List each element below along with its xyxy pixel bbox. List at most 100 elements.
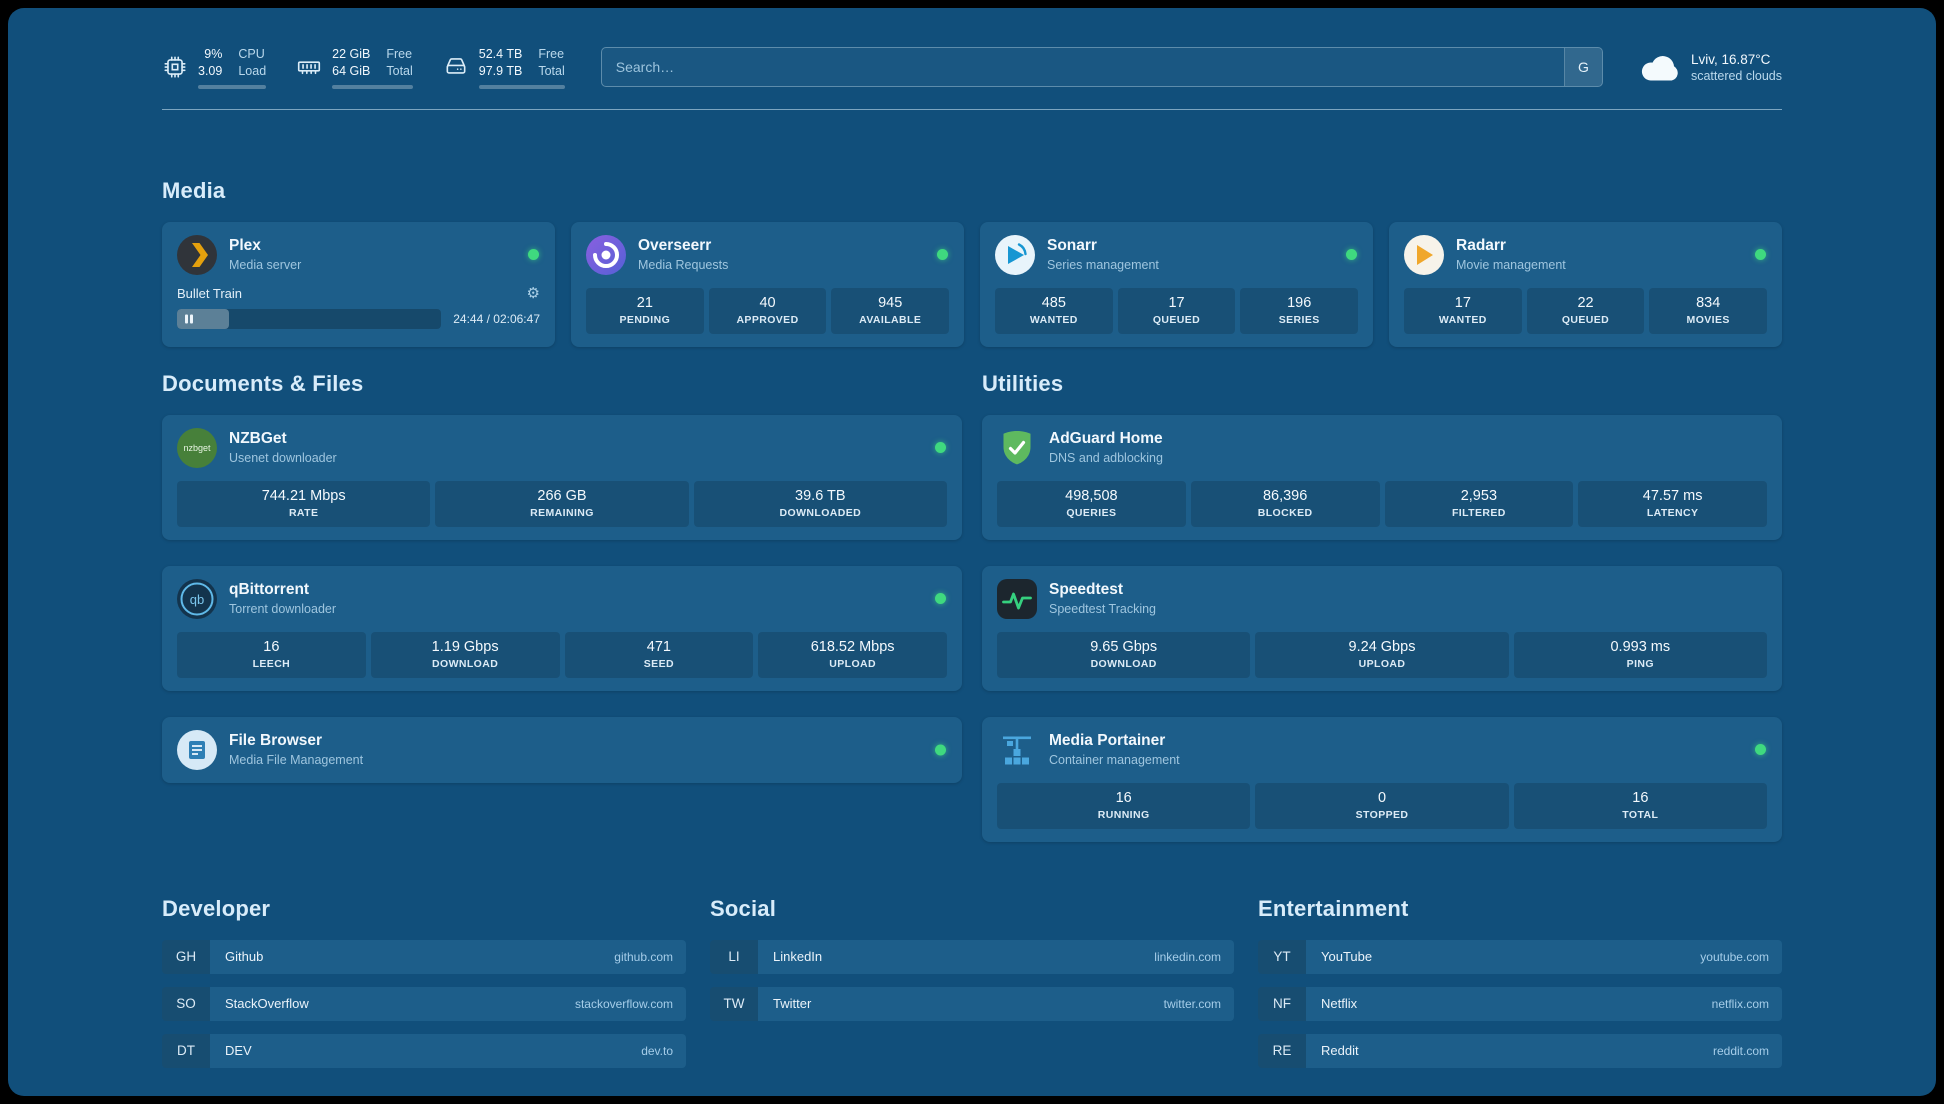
search-provider-button[interactable]: G [1563,48,1602,87]
bookmark-abbr: LI [710,939,758,974]
memory-progress-track [332,84,413,89]
stat-label: REMAINING [530,506,594,519]
card-title-block: Sonarr Series management [1047,237,1159,272]
playback-time: 24:44 / 02:06:47 [453,311,540,326]
bookmark-linkedin[interactable]: LI LinkedIn linkedin.com [710,939,1234,974]
service-subtitle: Media server [229,258,302,272]
search-input[interactable] [601,48,1564,87]
cloud-icon [1639,52,1679,82]
stat-label: AVAILABLE [859,313,922,326]
media-heading: Media [162,177,226,203]
stat-tile: 9.24 Gbps UPLOAD [1255,631,1509,678]
svg-text:qb: qb [190,592,204,607]
card-title-block: Radarr Movie management [1456,237,1566,272]
bookmark-domain: github.com [614,949,673,964]
stat-label: STOPPED [1355,808,1409,821]
service-subtitle: Media File Management [229,753,364,767]
status-dot [935,744,946,755]
stat-tile: 744.21 Mbps RATE [177,480,431,527]
card-header: AdGuard Home DNS and adblocking [997,428,1767,468]
stats-row: 16 RUNNING 0 STOPPED 16 TOTAL [997,782,1767,829]
media-grid: Plex Media server Bullet Train ⚙ 24:4 [162,221,1782,347]
service-card-portainer[interactable]: Media Portainer Container management 16 … [982,716,1782,842]
service-card-nzbget[interactable]: nzbget NZBGet Usenet downloader 744.21 M… [162,414,962,540]
stat-tile: 485 WANTED [995,287,1113,334]
nzbget-icon: nzbget [177,427,217,468]
bookmark-rows: YT YouTube youtube.com NF Netflix netfli… [1258,939,1782,1068]
stat-label: UPLOAD [1358,657,1406,670]
stat-value: 744.21 Mbps [261,487,346,504]
service-card-overseerr[interactable]: Overseerr Media Requests 21 PENDING 40 A… [571,221,964,347]
card-title-block: File Browser Media File Management [229,732,363,767]
svg-text:nzbget: nzbget [183,443,211,453]
stat-tile: 498,508 QUERIES [997,480,1186,527]
plex-icon [177,234,217,275]
stat-value: 39.6 TB [795,487,846,504]
card-header: Sonarr Series management [995,234,1358,275]
bookmark-domain: stackoverflow.com [574,996,673,1011]
bookmark-stackoverflow[interactable]: SO StackOverflow stackoverflow.com [162,986,686,1021]
bookmark-domain: dev.to [641,1043,673,1058]
bookmark-domain: netflix.com [1711,996,1769,1011]
bookmark-name: Github [225,949,264,964]
qbittorrent-icon: qb [177,578,217,619]
service-card-plex[interactable]: Plex Media server Bullet Train ⚙ 24:4 [162,221,555,347]
bookmark-youtube[interactable]: YT YouTube youtube.com [1258,939,1782,974]
stat-tile: 86,396 BLOCKED [1190,480,1380,527]
disk-widget: 52.4 TB Free 97.9 TB Total [443,46,565,89]
service-card-sonarr[interactable]: Sonarr Series management 485 WANTED 17 Q… [980,221,1373,347]
stat-value: 22 [1577,294,1594,311]
cpu-load-label: Load [238,64,267,79]
status-dot [935,441,946,453]
bookmark-name: YouTube [1321,949,1373,964]
overseerr-icon [586,234,626,275]
bookmark-netflix[interactable]: NF Netflix netflix.com [1258,986,1782,1021]
service-name: qBittorrent [229,581,310,598]
service-card-speedtest[interactable]: Speedtest Speedtest Tracking 9.65 Gbps D… [982,565,1782,691]
cpu-progress-track [198,84,267,89]
cpu-widget: 9% CPU 3.09 Load [162,46,267,89]
stat-label: WANTED [1438,313,1487,326]
stat-label: QUEUED [1561,313,1610,326]
playback-progress-track[interactable] [177,308,442,329]
service-card-filebrowser[interactable]: File Browser Media File Management [162,716,962,783]
stat-tile: 618.52 Mbps UPLOAD [758,631,947,678]
memory-readout: 22 GiB Free 64 GiB Total [332,46,413,89]
service-card-qbittorrent[interactable]: qb qBittorrent Torrent downloader 16 LEE… [162,565,962,691]
service-card-adguard[interactable]: AdGuard Home DNS and adblocking 498,508 … [982,414,1782,540]
resource-widgets: 9% CPU 3.09 Load [162,46,565,89]
entertainment-heading: Entertainment [1258,895,1409,921]
stats-row: 16 LEECH 1.19 Gbps DOWNLOAD 471 SEED [177,631,947,678]
bookmark-twitter[interactable]: TW Twitter twitter.com [710,986,1234,1021]
filebrowser-icon [177,729,217,770]
stats-row: 498,508 QUERIES 86,396 BLOCKED 2,953 FIL… [997,480,1767,527]
stat-value: 16 [1632,789,1649,806]
now-playing-title: Bullet Train [177,285,243,301]
bookmark-abbr: NF [1258,986,1306,1021]
card-title-block: Speedtest Speedtest Tracking [1049,581,1156,616]
weather-widget[interactable]: Lviv, 16.87°C scattered clouds [1639,52,1782,83]
pause-icon[interactable] [185,314,193,323]
gear-icon[interactable]: ⚙ [526,284,540,302]
stat-label: FILTERED [1451,506,1506,519]
stat-tile: 266 GB REMAINING [435,480,689,527]
service-name: Speedtest [1049,581,1124,598]
search-bar: G [600,47,1603,88]
bookmark-group-social: Social LI LinkedIn linkedin.com TW Twitt… [710,896,1234,1068]
bookmark-github[interactable]: GH Github github.com [162,939,686,974]
bookmark-reddit[interactable]: RE Reddit reddit.com [1258,1033,1782,1068]
bookmark-dev[interactable]: DT DEV dev.to [162,1033,686,1068]
stat-value: 498,508 [1065,487,1118,504]
stat-tile: 47.57 ms LATENCY [1578,480,1767,527]
service-subtitle: Series management [1047,258,1159,272]
radarr-icon [1404,234,1444,275]
service-card-radarr[interactable]: Radarr Movie management 17 WANTED 22 QUE… [1389,221,1782,347]
bookmark-abbr: TW [710,986,758,1021]
stat-label: BLOCKED [1257,506,1313,519]
service-name: Media Portainer [1049,732,1166,749]
stats-row: 744.21 Mbps RATE 266 GB REMAINING 39.6 T… [177,480,947,527]
service-subtitle: Container management [1049,753,1180,767]
bookmark-name: StackOverflow [225,996,309,1011]
now-playing-row: Bullet Train ⚙ [177,286,540,301]
card-title-block: Plex Media server [229,237,301,272]
